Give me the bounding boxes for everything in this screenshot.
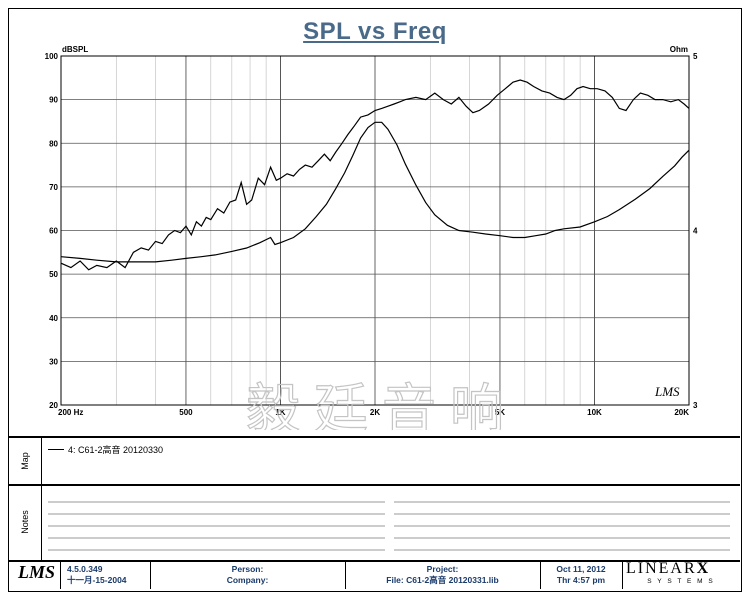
y-tick-label: 80 — [49, 139, 58, 148]
time-label: Thr 4:57 pm — [556, 575, 606, 585]
notes-lines — [48, 501, 730, 551]
map-divider — [41, 436, 42, 485]
version-date: 十一月-15-2004 — [67, 575, 127, 585]
x-tick-label: 5K — [495, 408, 505, 417]
version-info: 4.5.0.349 十一月-15-2004 — [67, 564, 127, 592]
y-tick-label: 60 — [49, 227, 58, 236]
watermark: 毅廷音响 — [246, 378, 518, 430]
y2-tick-label: 4 — [693, 227, 698, 236]
footer-sep-4 — [540, 560, 541, 589]
y-tick-label: 90 — [49, 96, 58, 105]
y2-axis-label: Ohm — [670, 45, 688, 54]
notes-divider — [41, 484, 42, 560]
y-tick-label: 30 — [49, 357, 58, 366]
footer-sep-3 — [345, 560, 346, 589]
chart-area: dBSPL Ohm 100 90 80 70 60 50 40 30 20 5 4 3 200 Hz… — [45, 45, 698, 430]
y-tick-label: 70 — [49, 183, 58, 192]
y-tick-label: 50 — [49, 270, 58, 279]
legend-swatch — [48, 449, 64, 450]
x-tick-label: 2K — [370, 408, 380, 417]
page-frame — [8, 8, 742, 592]
footer-sep-5 — [622, 560, 623, 589]
map-label: Map — [19, 451, 30, 470]
x-tick-label: 20K — [674, 408, 689, 417]
y-tick-label: 20 — [49, 401, 58, 410]
map-section — [9, 436, 740, 485]
footer-sep-1 — [60, 560, 61, 589]
x-tick-label: 1K — [275, 408, 285, 417]
date-label: Oct 11, 2012 — [556, 564, 606, 574]
person-label: Person: — [231, 564, 264, 574]
brand-x: X — [696, 560, 711, 577]
y-axis-label: dBSPL — [62, 45, 88, 54]
datetime: Oct 11, 2012 Thr 4:57 pm — [540, 564, 622, 592]
y-tick-label: 100 — [45, 52, 59, 61]
notes-section — [9, 484, 740, 562]
chart-signature: LMS — [654, 384, 680, 399]
legend: 4: C61-2高音 20120330 — [48, 443, 163, 456]
y2-tick-label: 3 — [693, 401, 698, 410]
plot-border — [60, 55, 690, 406]
y-tick-label: 40 — [49, 314, 58, 323]
x-tick-label: 10K — [587, 408, 602, 417]
spl-series-line — [60, 79, 690, 271]
version-number: 4.5.0.349 — [67, 564, 103, 574]
grid-major — [60, 56, 690, 405]
file-label: File: C61-2高音 20120331.lib — [386, 575, 499, 585]
project-info: Project: File: C61-2高音 20120331.lib — [345, 564, 540, 592]
lms-logo: LMS — [18, 562, 56, 582]
chart-title: SPL vs Freq — [303, 18, 447, 45]
impedance-series-line — [60, 121, 690, 263]
company-label: Company: — [226, 575, 269, 585]
brand-sub: S Y S T E M S — [647, 578, 715, 585]
x-tick-label: 500 — [179, 408, 193, 417]
brand-name: LINEAR — [626, 560, 697, 577]
linearx-brand: LINEARX S Y S T E M S — [626, 561, 736, 589]
project-label: Project: — [426, 564, 459, 574]
footer-sep-2 — [150, 560, 151, 589]
y2-tick-label: 5 — [693, 52, 698, 61]
x-tick-label: 200 Hz — [58, 408, 83, 417]
person-company: Person: Company: — [150, 564, 345, 592]
legend-entry: 4: C61-2高音 20120330 — [68, 445, 164, 455]
